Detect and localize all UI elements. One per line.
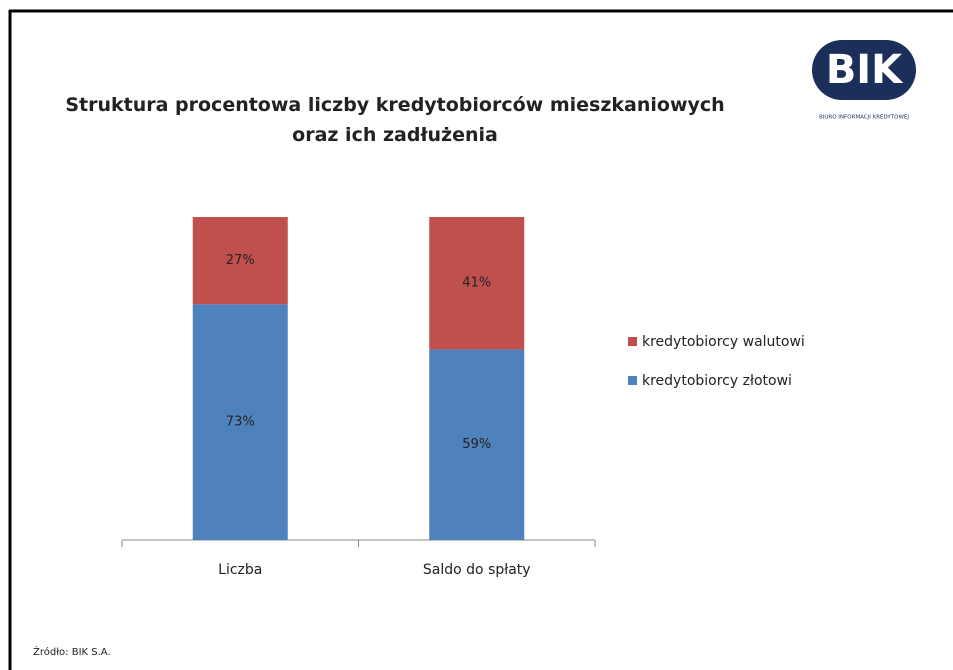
data-label: 27% xyxy=(226,253,255,268)
logo-text: BIK xyxy=(826,47,904,93)
x-tick-label: Saldo do spłaty xyxy=(423,562,531,578)
bar-segment xyxy=(192,217,288,305)
logo-subtitle: BIURO INFORMACJI KREDYTOWEJ xyxy=(819,115,909,121)
legend-swatch xyxy=(628,376,637,385)
data-label: 41% xyxy=(462,276,491,291)
legend-label: kredytobiorcy złotowi xyxy=(642,373,792,389)
logo-badge xyxy=(812,40,916,100)
data-label: 59% xyxy=(462,437,491,452)
chart-title: Struktura procentowa liczby kredytobiorc… xyxy=(65,94,724,146)
x-tick-label: Liczba xyxy=(218,562,262,578)
bar-segment xyxy=(429,349,525,540)
legend-swatch xyxy=(628,337,637,346)
bar-segment xyxy=(192,304,288,540)
data-label: 73% xyxy=(226,415,255,430)
legend-label: kredytobiorcy walutowi xyxy=(642,334,805,350)
source: Źródło: BIK S.A. xyxy=(33,645,111,658)
bar-segment xyxy=(429,217,525,350)
